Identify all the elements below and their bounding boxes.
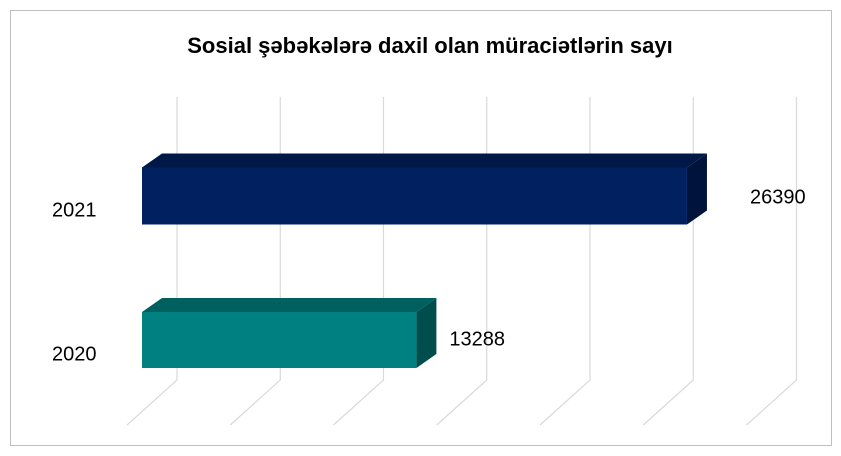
y-tick-label: 2020 [52,343,97,365]
bar-top [142,153,707,168]
bar-top [142,298,437,312]
bar [142,153,707,225]
data-label: 13288 [449,328,505,350]
grid-line [746,97,798,426]
bar [142,298,437,368]
bar-front [142,167,687,225]
bar-side [416,298,437,368]
chart-frame [10,10,832,446]
data-label: 26390 [750,186,806,208]
bar-side [686,153,707,225]
bar-front [142,312,417,368]
chart-title: Sosial şəbəkələrə daxil olan müraciətlər… [187,33,672,58]
y-tick-label: 2021 [52,199,97,221]
